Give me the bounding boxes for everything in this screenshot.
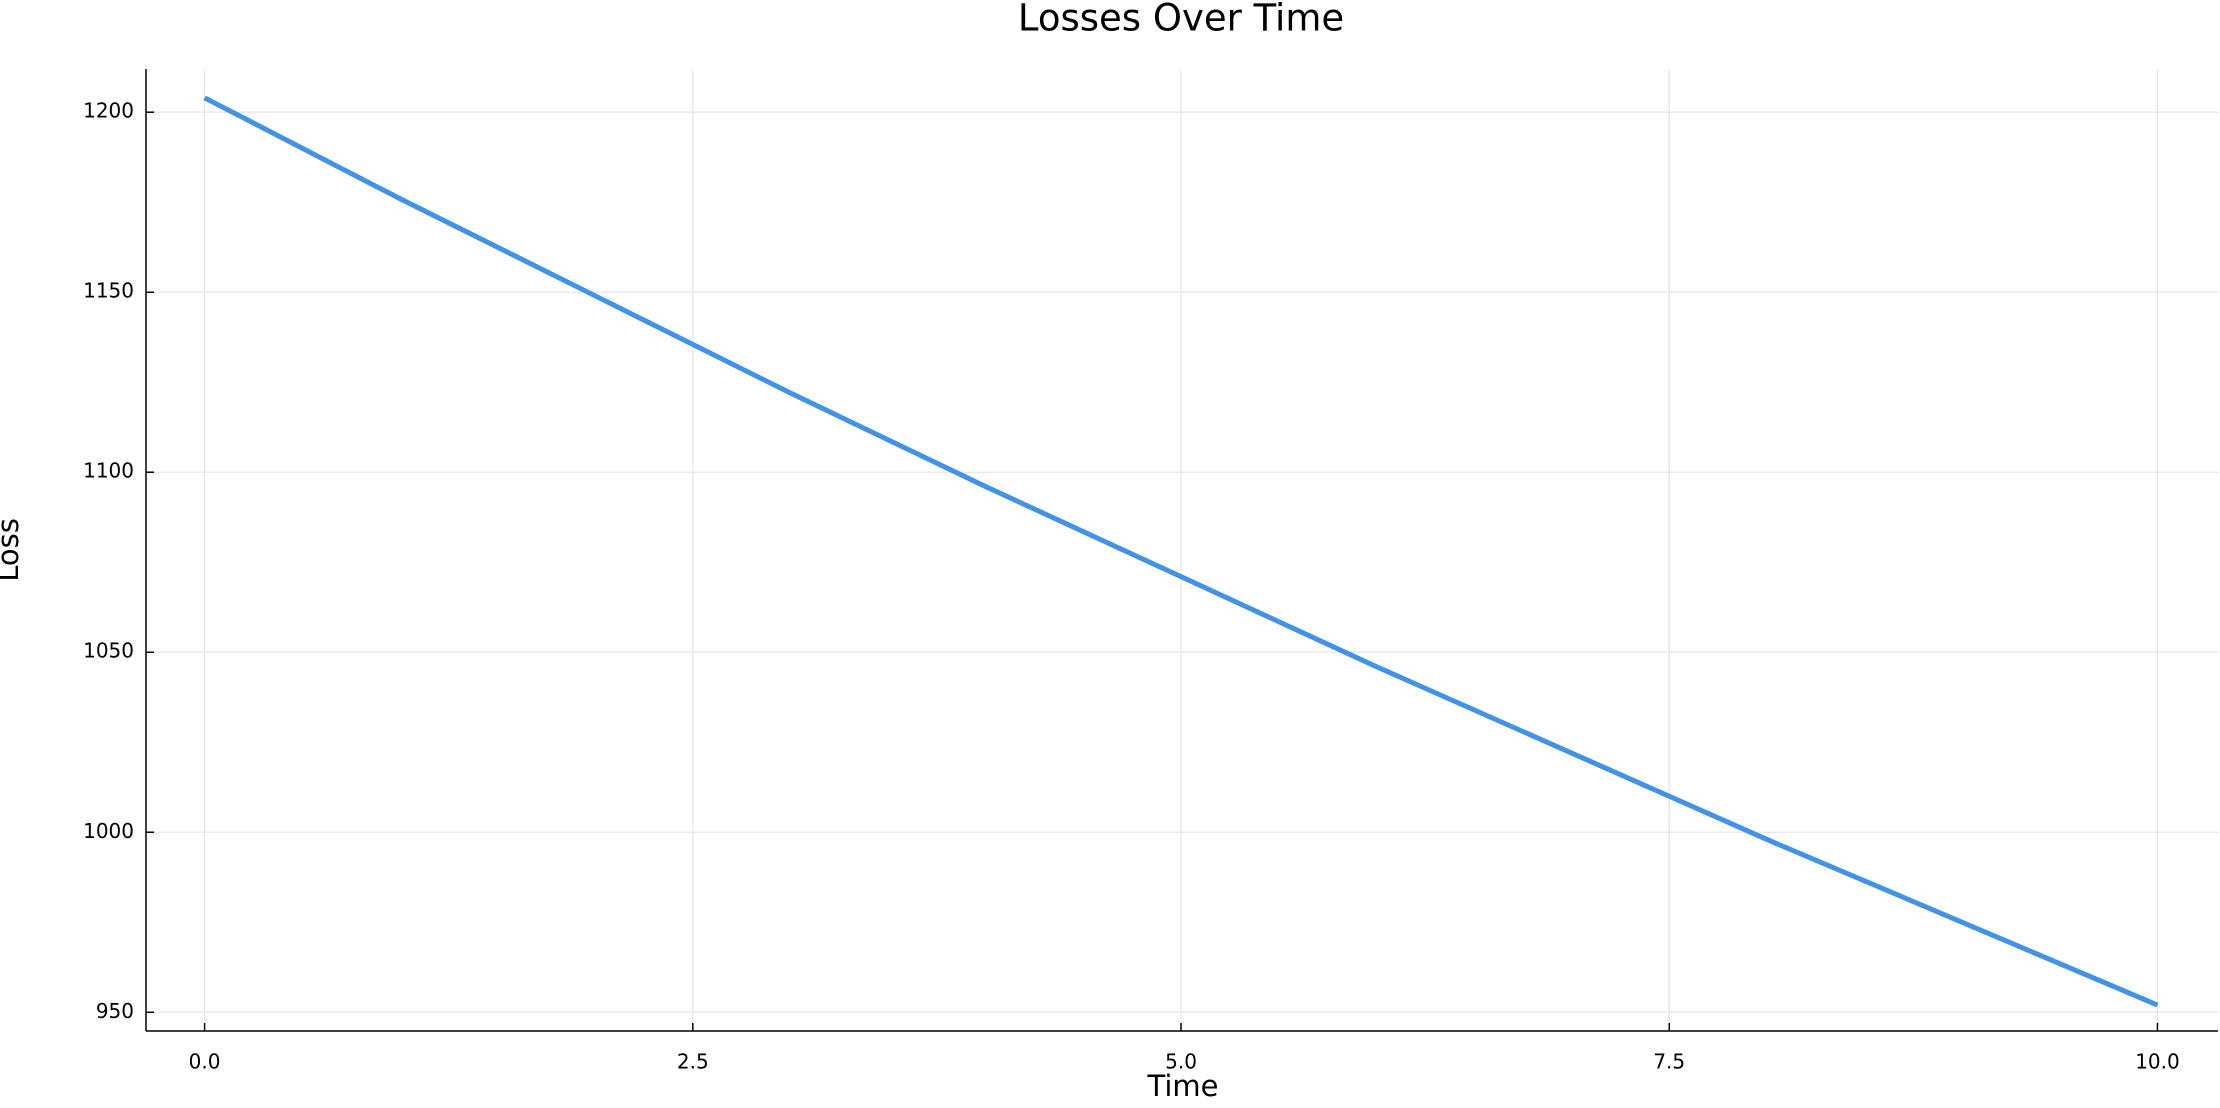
y-tick-label: 1100 [83, 459, 134, 483]
x-tick-label: 7.5 [1653, 1050, 1685, 1074]
y-tick-label: 1200 [83, 99, 134, 123]
x-tick-label: 5.0 [1165, 1050, 1197, 1074]
y-tick-label: 950 [96, 999, 134, 1023]
x-tick-label: 10.0 [2135, 1050, 2180, 1074]
y-tick-label: 1000 [83, 819, 134, 843]
x-tick-label: 0.0 [189, 1050, 221, 1074]
data-line [203, 95, 2159, 1008]
x-tick-label: 2.5 [677, 1050, 709, 1074]
y-tick-label: 1150 [83, 279, 134, 303]
x-axis-label: Time [1147, 1069, 1219, 1103]
y-axis-label: Loss [0, 518, 25, 582]
chart-title: Losses Over Time [1018, 0, 1344, 40]
y-tick-label: 1050 [83, 639, 134, 663]
